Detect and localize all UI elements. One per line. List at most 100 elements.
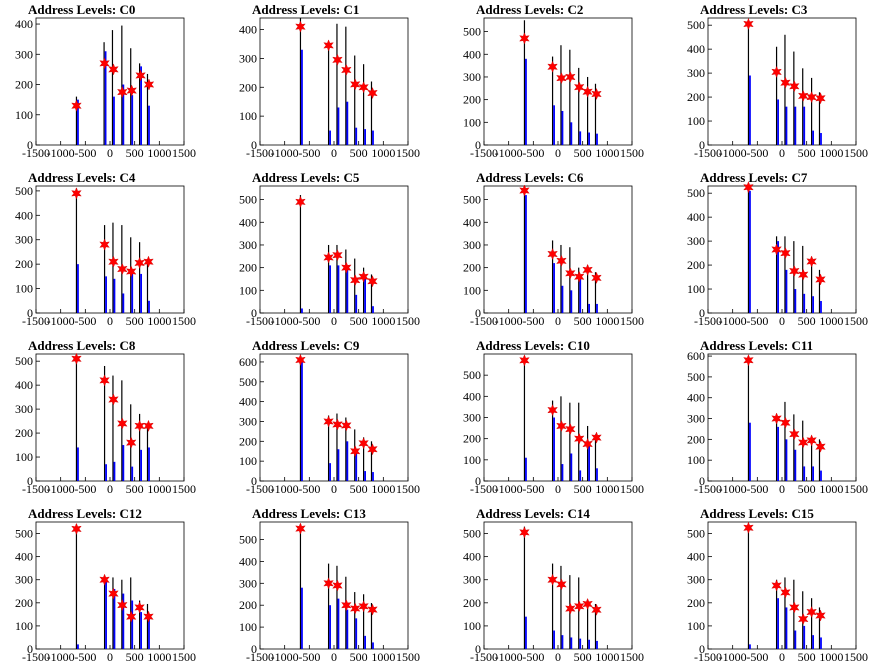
y-tick-label: 0 [475, 306, 481, 320]
x-tick-label: -500 [74, 314, 96, 328]
peak-marker [806, 606, 817, 619]
y-tick-label: 400 [15, 378, 33, 392]
y-tick-label: 200 [15, 426, 33, 440]
peak-marker [565, 267, 576, 280]
peak-marker [789, 428, 800, 441]
peak-marker [135, 69, 146, 82]
x-tick-label: -1000 [47, 314, 75, 328]
chart-svg-1: Address Levels: C1 0 100 200 300 400 -1500-100… [239, 2, 420, 160]
chart-svg-7: Address Levels: C70100200300400500-1500-… [687, 170, 868, 328]
peak-marker [771, 243, 782, 256]
y-tick-label: 500 [239, 193, 257, 207]
chart-panel-5: Address Levels: C5 0 100 200 300 400 500 -1500-… [224, 168, 448, 336]
y-tick-label: 500 [463, 368, 481, 382]
x-tick-label: 1000 [819, 314, 843, 328]
y-tick-label: 400 [687, 550, 705, 564]
x-tick-label: -1500 [694, 482, 722, 496]
x-tick-label: 1500 [396, 650, 420, 664]
x-tick-label: -1500 [22, 650, 50, 664]
chart-svg-9: Address Levels: C9 0 100 200 300 400 500 600 -15… [239, 338, 420, 496]
plot-frame [35, 521, 185, 650]
x-tick-label: 1000 [371, 146, 395, 160]
x-tick-label: -1500 [694, 314, 722, 328]
y-tick-label: 400 [15, 208, 33, 222]
chart-title: Address Levels: C4 [28, 170, 136, 185]
peak-marker [582, 85, 593, 98]
x-tick-label: -1500 [246, 314, 274, 328]
x-tick-label: -500 [298, 482, 320, 496]
x-tick-label: -1000 [47, 482, 75, 496]
peak-marker [815, 440, 826, 453]
x-tick-label: 500 [574, 650, 592, 664]
peak-marker [99, 57, 110, 70]
y-tick-label: 500 [463, 25, 481, 39]
chart-panel-0: Address Levels: C0 0 100 200 300 400 -1500 -100… [0, 0, 224, 168]
x-tick-label: -1000 [495, 146, 523, 160]
chart-title: Address Levels: C9 [252, 338, 360, 353]
peak-marker [780, 76, 791, 89]
peak-marker [573, 81, 585, 94]
x-tick-label: 500 [350, 482, 368, 496]
y-tick-label: 100 [687, 114, 705, 128]
y-tick-label: 300 [463, 238, 481, 252]
x-tick-label: 500 [574, 146, 592, 160]
peak-marker [547, 404, 558, 417]
x-tick-label: -1000 [271, 314, 299, 328]
peak-marker [565, 423, 576, 436]
y-tick-label: 200 [463, 93, 481, 107]
y-tick-label: 600 [687, 349, 705, 363]
x-tick-label: -1500 [694, 146, 722, 160]
x-tick-label: -500 [298, 650, 320, 664]
y-tick-label: 0 [699, 306, 705, 320]
x-tick-label: 0 [779, 314, 785, 328]
x-tick-label: 500 [126, 482, 144, 496]
y-tick-label: 100 [15, 282, 33, 296]
chart-svg-15: Address Levels: C15 0 100 200 300 400 500 -1500… [687, 506, 868, 664]
peak-marker [743, 354, 754, 367]
peak-marker [117, 86, 128, 99]
x-tick-label: 500 [126, 146, 144, 160]
peak-marker [519, 32, 530, 45]
peak-marker [573, 432, 585, 445]
chart-title: Address Levels: C15 [700, 506, 814, 521]
plot-frame [35, 17, 185, 146]
peak-marker [323, 415, 334, 428]
y-tick-label: 300 [463, 573, 481, 587]
y-tick-label: 100 [687, 282, 705, 296]
peak-marker [565, 70, 576, 83]
y-tick-label: 100 [463, 453, 481, 467]
peak-marker [108, 63, 119, 76]
y-tick-label: 500 [239, 533, 257, 547]
y-tick-label: 100 [687, 453, 705, 467]
x-tick-label: -1500 [470, 146, 498, 160]
peak-marker [815, 609, 826, 622]
peak-marker [519, 184, 530, 197]
x-tick-label: 0 [107, 650, 113, 664]
x-tick-label: 500 [350, 314, 368, 328]
chart-panel-6: Address Levels: C6 0 100 200 300 400 500 -1500-… [448, 168, 672, 336]
y-tick-label: 200 [687, 90, 705, 104]
y-tick-label: 0 [475, 474, 481, 488]
peak-marker [134, 419, 145, 432]
peak-marker [143, 255, 154, 268]
peak-marker [332, 579, 343, 592]
y-tick-label: 100 [239, 283, 257, 297]
peak-marker [125, 265, 137, 278]
x-tick-label: -1000 [719, 482, 747, 496]
plot-frame [35, 185, 185, 314]
x-tick-label: 500 [350, 146, 368, 160]
y-tick-label: 0 [699, 642, 705, 656]
y-tick-label: 400 [463, 47, 481, 61]
peak-marker [358, 270, 369, 283]
chart-panel-12: Address Levels: C12 0 100 200 300 400 500 -1500… [0, 504, 224, 672]
chart-svg-5: Address Levels: C50100200300400500-1500-… [239, 170, 420, 328]
y-tick-label: 400 [239, 215, 257, 229]
peak-marker [367, 275, 378, 288]
plot-frame [707, 185, 857, 314]
x-tick-label: 1000 [595, 482, 619, 496]
peak-marker [341, 419, 352, 432]
x-tick-label: 500 [574, 482, 592, 496]
x-tick-label: 1500 [844, 650, 868, 664]
peak-marker [573, 270, 585, 283]
